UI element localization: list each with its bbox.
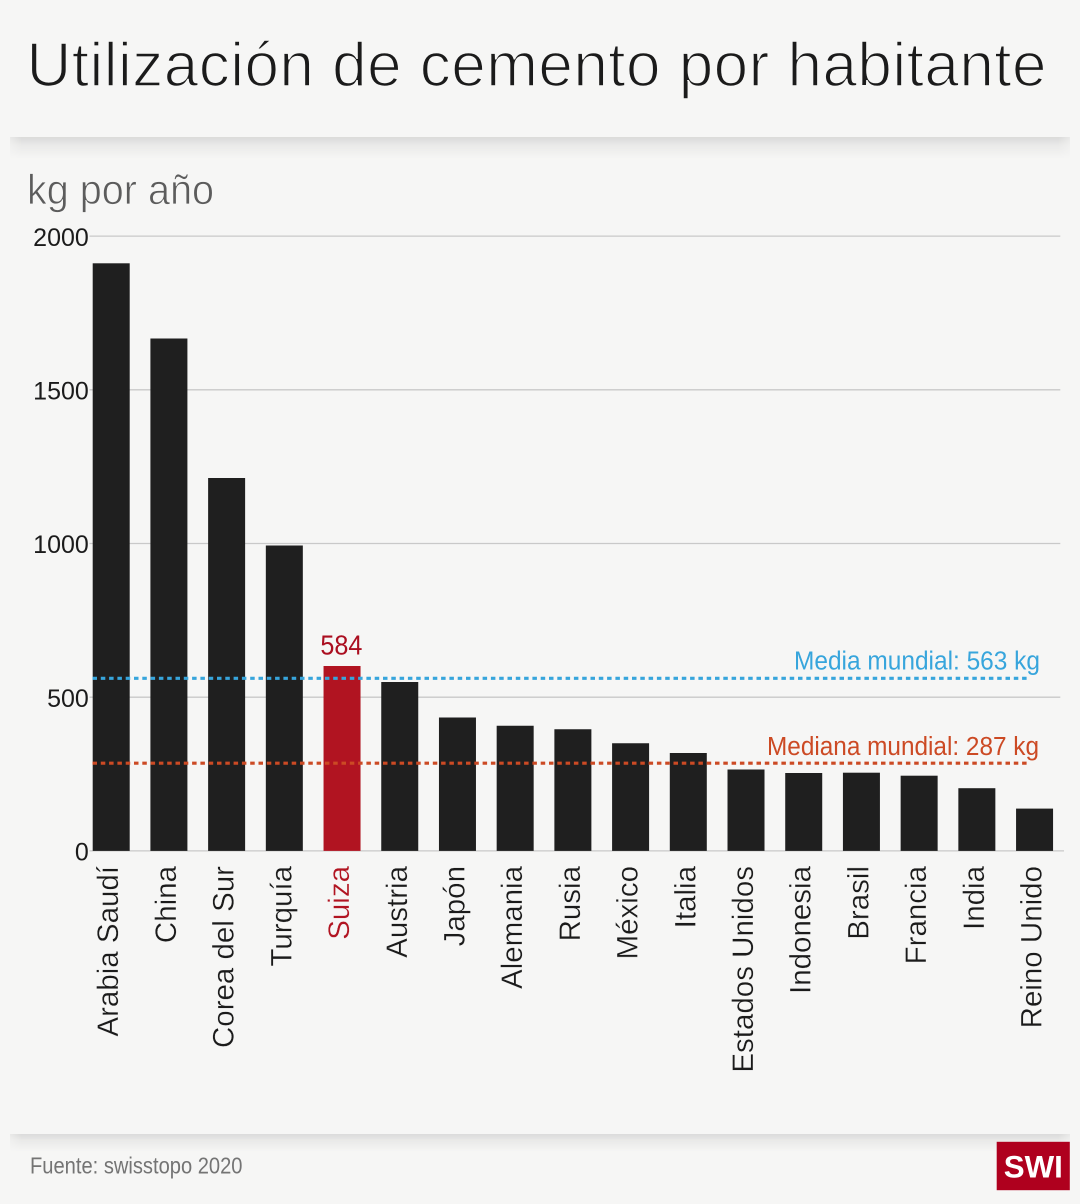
svg-text:Rusia: Rusia [554,865,587,941]
svg-text:Austria: Austria [381,865,414,957]
svg-text:Indonesia: Indonesia [785,865,818,994]
svg-text:Brasil: Brasil [842,866,875,940]
svg-text:Alemania: Alemania [496,865,529,989]
svg-text:Japón: Japón [438,866,471,946]
svg-text:Fuente: swisstopo 2020: Fuente: swisstopo 2020 [30,1153,243,1179]
svg-text:Media mundial: 563 kg: Media mundial: 563 kg [794,648,1040,676]
svg-text:Arabia Saudí: Arabia Saudí [92,865,125,1036]
svg-text:1500: 1500 [33,378,89,406]
svg-text:Francia: Francia [900,865,933,964]
svg-text:kg por año: kg por año [27,166,214,213]
svg-text:México: México [612,866,645,959]
svg-text:Italia: Italia [669,865,702,928]
svg-text:Estados Unidos: Estados Unidos [727,866,760,1073]
svg-text:China: China [150,865,183,943]
svg-text:India: India [958,865,991,930]
svg-text:Suiza: Suiza [323,865,356,939]
svg-text:1000: 1000 [33,531,89,559]
svg-text:SWI: SWI [1004,1149,1063,1184]
svg-text:584: 584 [320,629,362,660]
svg-text:Turquía: Turquía [265,865,298,966]
svg-text:Utilización de cemento por hab: Utilización de cemento por habitante [27,31,1047,100]
svg-text:Mediana mundial: 287 kg: Mediana mundial: 287 kg [767,733,1039,761]
svg-text:Reino Unido: Reino Unido [1016,866,1049,1028]
svg-text:0: 0 [75,839,89,867]
svg-text:Corea del Sur: Corea del Sur [208,866,241,1048]
svg-text:2000: 2000 [33,224,89,252]
svg-text:500: 500 [47,685,89,713]
